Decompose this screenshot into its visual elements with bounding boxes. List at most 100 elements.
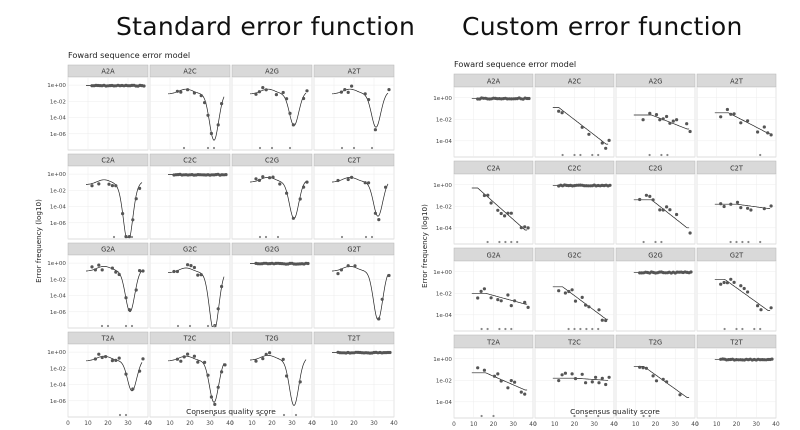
data-point: [373, 128, 377, 132]
floor-point: [118, 413, 122, 417]
facet-t2c: T2C 0 10 20 30 40: [533, 334, 618, 428]
data-point: [288, 111, 292, 115]
data-point: [749, 208, 753, 212]
data-point: [142, 84, 146, 88]
data-point: [607, 138, 611, 142]
x-tick-label: 0: [148, 421, 152, 427]
facet-label: C2G: [649, 165, 663, 173]
y-tick-label: 1e-02: [50, 188, 66, 194]
data-point: [651, 198, 655, 202]
data-point: [124, 296, 128, 300]
data-point: [121, 212, 125, 216]
facet-label: C2C: [183, 157, 197, 165]
facet-g2t: G2T: [313, 242, 395, 329]
data-point: [186, 263, 190, 267]
facet-label: G2C: [183, 246, 197, 254]
data-point: [513, 299, 517, 303]
data-point: [584, 303, 588, 307]
data-point: [220, 370, 224, 374]
data-point: [172, 269, 176, 274]
x-tick-label: 30: [591, 422, 599, 428]
data-point: [117, 356, 121, 360]
floor-point: [194, 413, 198, 417]
data-point: [216, 123, 220, 127]
facet-label: T2T: [729, 339, 743, 347]
data-point: [496, 208, 500, 212]
floor-point: [258, 235, 262, 239]
data-point: [281, 90, 285, 95]
data-point: [209, 395, 213, 399]
data-point: [261, 86, 265, 90]
floor-point: [212, 146, 216, 150]
data-point: [658, 208, 662, 212]
data-point: [367, 181, 371, 185]
facet-label: A2A: [487, 78, 501, 86]
data-point: [641, 366, 645, 370]
floor-point: [741, 240, 744, 244]
facet-label: T2C: [183, 335, 197, 343]
data-point: [526, 305, 530, 309]
facet-label: C2T: [348, 157, 362, 165]
data-point: [199, 94, 203, 98]
data-point: [746, 206, 750, 210]
facet-label: A2A: [101, 68, 115, 76]
facet-t2g: T2G 0 10 20 30 40: [230, 331, 316, 427]
data-point: [387, 273, 391, 278]
fit-line: [471, 292, 528, 305]
floor-point: [294, 413, 298, 417]
data-point: [264, 88, 268, 92]
data-point: [380, 297, 384, 301]
y-tick-label: 1e+00: [47, 172, 66, 178]
facet-c2t: C2T: [696, 160, 777, 245]
data-point: [725, 107, 730, 112]
data-point: [661, 377, 665, 381]
data-point: [519, 390, 523, 394]
facet-label: C2C: [568, 165, 582, 173]
fit-line: [332, 177, 389, 217]
data-point: [298, 197, 302, 201]
data-point: [387, 88, 391, 92]
floor-point: [666, 153, 669, 157]
data-point: [573, 299, 578, 303]
data-point: [688, 231, 692, 235]
data-point: [274, 93, 278, 97]
data-point: [732, 280, 736, 284]
y-tick-label: 1e-02: [50, 99, 66, 105]
y-tick-label: 1e-04: [50, 205, 67, 211]
facet-g2a: G2A 1e+00 1e-02 1e-04 1e-06: [47, 242, 149, 329]
facet-label: A2T: [730, 78, 744, 86]
data-point: [388, 350, 392, 355]
data-point: [509, 379, 513, 383]
data-point: [127, 235, 131, 239]
floor-point: [480, 414, 483, 418]
data-point: [719, 202, 723, 206]
data-point: [732, 112, 736, 116]
data-point: [203, 360, 207, 364]
data-point: [665, 205, 669, 209]
x-tick-label: 0: [533, 422, 537, 428]
data-point: [506, 211, 510, 215]
data-point: [336, 272, 340, 276]
floor-point: [370, 235, 374, 239]
facet-label: T2A: [486, 339, 500, 347]
floor-point: [264, 413, 268, 417]
facet-a2t: A2T: [313, 64, 395, 151]
data-point: [759, 308, 763, 312]
y-tick-label: 1e+00: [433, 96, 452, 102]
floor-point: [212, 324, 216, 328]
floor-point: [130, 235, 134, 239]
data-point: [476, 296, 480, 300]
data-point: [506, 293, 510, 297]
data-point: [298, 380, 302, 384]
floor-point: [282, 413, 286, 417]
data-point: [257, 90, 261, 94]
data-point: [735, 200, 740, 204]
data-point: [97, 352, 101, 356]
data-point: [523, 392, 527, 396]
x-tick-label: 10: [632, 422, 640, 428]
floor-point: [288, 146, 292, 150]
data-point: [482, 193, 486, 198]
data-point: [175, 269, 179, 274]
data-point: [346, 90, 350, 94]
